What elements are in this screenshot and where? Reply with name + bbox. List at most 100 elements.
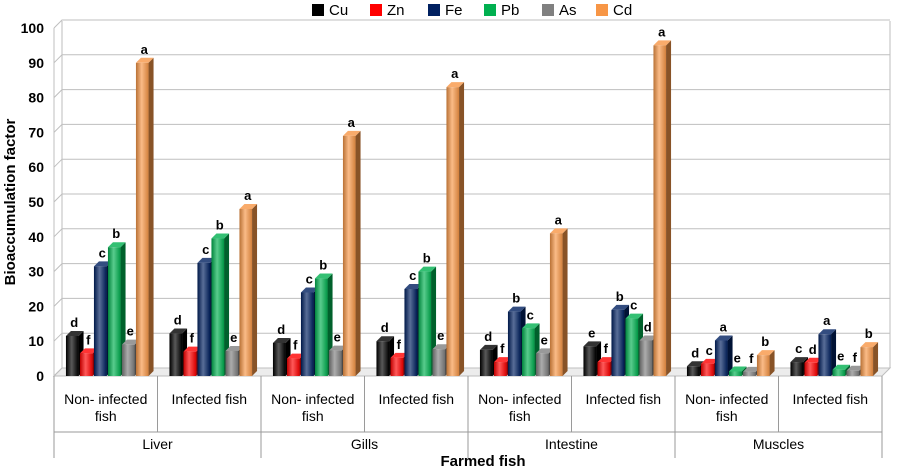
y-tick-label: 100 [21, 20, 45, 36]
bar-as [846, 370, 860, 376]
bar-top-zn [597, 357, 616, 363]
y-tick-labels: 0 10 20 30 40 50 60 70 80 90 100 [21, 20, 45, 384]
bar-cd [653, 45, 667, 377]
legend-swatch [428, 4, 440, 16]
significance-letter: d [484, 329, 492, 344]
bar-zn [597, 362, 611, 376]
significance-letter: b [865, 326, 873, 341]
legend-item-cu[interactable]: Cu [312, 2, 348, 19]
legend-label: Cu [329, 2, 348, 19]
bar-zn [390, 357, 404, 376]
bar-pb [314, 278, 328, 376]
bar-pb [728, 371, 742, 376]
legend[interactable]: Cu Zn Fe Pb As Cd [312, 2, 632, 19]
legend-swatch [542, 4, 554, 16]
bar-side-fe [727, 335, 733, 376]
significance-letter: f [749, 351, 754, 366]
bar-zn [493, 362, 507, 376]
significance-letter: c [202, 242, 209, 257]
legend-item-pb[interactable]: Pb [484, 2, 519, 19]
significance-letter: a [658, 24, 666, 39]
bar-side-cd [355, 130, 361, 376]
bar-zn [804, 362, 818, 376]
bar-top-pb [107, 242, 126, 248]
significance-letter: e [734, 350, 741, 365]
bar-zn [700, 363, 714, 376]
bar-zn [286, 358, 300, 376]
legend-label: Pb [501, 2, 519, 19]
bar-top-fe [300, 287, 319, 293]
significance-letter: b [423, 251, 431, 266]
bar-as [328, 350, 342, 376]
gridline [53, 228, 890, 238]
significance-letter: b [761, 334, 769, 349]
bar-top-pb [832, 364, 851, 370]
significance-letter: a [555, 212, 563, 227]
y-tick-label: 60 [28, 159, 44, 175]
y-tick-label: 40 [28, 229, 44, 245]
bar-top-fe [197, 257, 216, 263]
x-tick-label: Infected fish [793, 391, 869, 407]
significance-letter: b [216, 218, 224, 233]
significance-letter: c [706, 343, 713, 358]
x-tick-label: Infected fish [586, 391, 662, 407]
legend-item-cd[interactable]: Cd [596, 2, 632, 19]
bar-pb [107, 247, 121, 376]
significance-letter: f [293, 338, 298, 353]
legend-item-fe[interactable]: Fe [428, 2, 463, 19]
x-tick-label: Non- infected fish [685, 391, 768, 424]
bar-cd [860, 347, 874, 376]
bar-top-cu [790, 357, 809, 363]
bar-top-cu [686, 361, 705, 367]
bar-side-pb [224, 233, 230, 376]
bar-top-fe [93, 261, 112, 267]
bar-cd [135, 62, 149, 377]
bar-top-fe [714, 335, 733, 341]
bar-top-as [328, 345, 347, 351]
significance-letter: b [112, 226, 120, 241]
significance-letter: d [174, 313, 182, 328]
bar-top-zn [390, 352, 409, 358]
y-tick-label: 80 [28, 90, 44, 106]
gridline [53, 89, 890, 98]
bar-as [535, 353, 549, 376]
legend-item-as[interactable]: As [542, 2, 577, 19]
bar-side-cd [252, 203, 258, 376]
bar-cu [376, 341, 390, 376]
significance-letter: a [720, 320, 728, 335]
bar-side-cd [459, 82, 465, 376]
y-tick-label: 0 [36, 368, 44, 384]
x-tick-label: Non- infected fish [271, 391, 354, 424]
bar-pb [832, 369, 846, 376]
bar-top-zn [286, 353, 305, 359]
significance-letter: e [541, 332, 548, 347]
bar-fe [197, 262, 211, 376]
bar-side-fe [831, 329, 837, 376]
significance-letter: c [99, 245, 106, 260]
bar-cu [583, 346, 597, 376]
bar-as [742, 371, 756, 376]
significance-letter: f [604, 341, 609, 356]
bar-cd [446, 87, 460, 376]
significance-letter: d [381, 320, 389, 335]
bar-cd [342, 135, 356, 376]
bar-top-cu [583, 341, 602, 347]
significance-letter: a [451, 66, 459, 81]
legend-label: Cd [613, 2, 632, 19]
significance-letter: e [230, 330, 237, 345]
legend-swatch [596, 4, 608, 16]
bar-top-as [432, 344, 451, 350]
bar-top-as [742, 366, 761, 372]
bar-top-fe [818, 329, 837, 335]
bar-fe [300, 292, 314, 376]
bar-top-as [846, 365, 865, 371]
legend-item-zn[interactable]: Zn [370, 2, 405, 19]
bar-top-zn [79, 348, 98, 354]
significance-letter: d [277, 322, 285, 337]
y-axis-label: Bioaccumulation factor [2, 118, 19, 285]
bar-top-fe [611, 304, 630, 310]
bar-top-zn [700, 358, 719, 364]
x-group-label: Muscles [753, 436, 804, 452]
significance-letter: b [512, 291, 520, 306]
